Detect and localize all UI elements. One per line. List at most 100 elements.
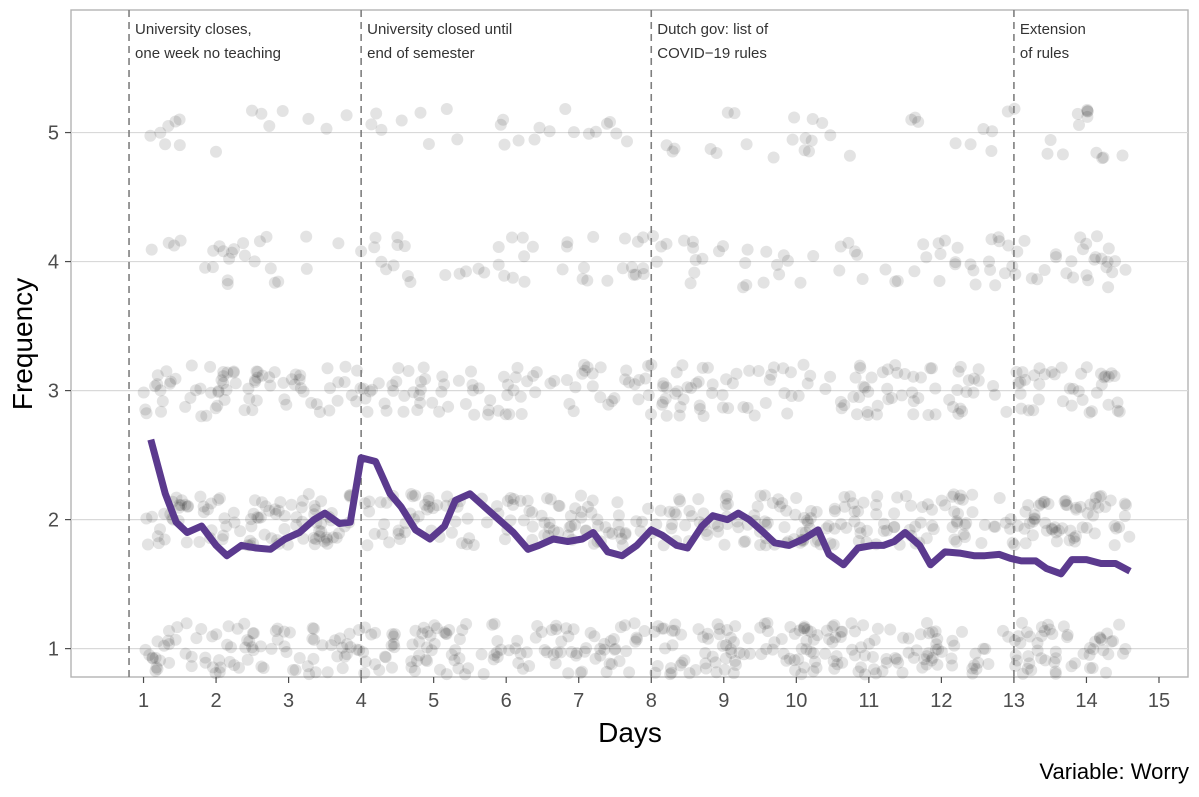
- data-point: [365, 118, 378, 131]
- data-point: [268, 276, 281, 289]
- data-point: [307, 532, 320, 544]
- data-point: [241, 634, 254, 647]
- data-point: [685, 382, 697, 394]
- data-point: [630, 515, 643, 528]
- data-point: [1049, 645, 1062, 658]
- data-point: [1089, 635, 1102, 648]
- data-point: [954, 360, 967, 373]
- data-point: [831, 658, 844, 671]
- data-point: [602, 398, 615, 411]
- data-point: [970, 663, 983, 675]
- data-point: [1014, 376, 1027, 389]
- data-point: [840, 521, 853, 534]
- data-point: [654, 504, 667, 517]
- data-point: [213, 240, 226, 253]
- data-point: [870, 667, 882, 680]
- data-point: [631, 235, 644, 248]
- data-point: [671, 385, 684, 398]
- data-point: [599, 521, 612, 534]
- data-point: [563, 521, 576, 534]
- data-point: [296, 494, 309, 507]
- data-point: [547, 524, 560, 537]
- data-point: [313, 524, 326, 537]
- data-point: [559, 103, 572, 115]
- data-point: [501, 389, 514, 402]
- data-point: [280, 646, 293, 658]
- data-point: [1049, 652, 1062, 665]
- data-point: [1076, 521, 1089, 534]
- x-tick-label: 3: [283, 690, 294, 712]
- data-point: [678, 234, 691, 247]
- data-point: [954, 489, 967, 502]
- data-point: [181, 500, 194, 513]
- data-point: [1050, 251, 1062, 264]
- data-point: [743, 364, 756, 377]
- data-point: [847, 390, 860, 403]
- data-point: [1068, 535, 1081, 548]
- data-point: [395, 114, 408, 127]
- data-point: [1123, 530, 1136, 543]
- data-point: [804, 369, 817, 382]
- data-point: [386, 661, 398, 674]
- data-point: [868, 663, 880, 676]
- data-point: [419, 498, 432, 511]
- data-point: [1113, 405, 1126, 418]
- data-point: [951, 384, 964, 396]
- data-point: [905, 499, 917, 512]
- data-point: [353, 624, 365, 636]
- data-point: [1090, 386, 1103, 399]
- data-point: [482, 404, 495, 417]
- data-point: [1085, 405, 1098, 418]
- data-point: [320, 122, 333, 135]
- data-point: [1064, 524, 1077, 537]
- data-point: [221, 274, 234, 287]
- data-point: [387, 637, 400, 650]
- data-point: [828, 505, 841, 518]
- data-point: [357, 646, 370, 659]
- data-point: [1040, 524, 1053, 537]
- data-point: [801, 623, 814, 636]
- data-point: [228, 516, 241, 529]
- data-point: [433, 405, 446, 418]
- data-point: [528, 133, 541, 146]
- data-point: [797, 358, 810, 371]
- data-point: [982, 658, 995, 670]
- data-point: [436, 370, 449, 383]
- data-point: [553, 500, 566, 512]
- data-point: [993, 235, 1006, 248]
- data-point: [728, 107, 741, 120]
- grid-lines: [71, 131, 1188, 650]
- data-point: [241, 653, 254, 666]
- data-point: [966, 667, 979, 680]
- data-point: [518, 250, 531, 263]
- data-point: [827, 655, 840, 668]
- data-point: [503, 644, 515, 657]
- data-point: [663, 505, 676, 518]
- data-point: [331, 650, 344, 663]
- data-point: [246, 104, 258, 117]
- data-point: [741, 243, 754, 256]
- data-point: [1012, 377, 1025, 390]
- data-point: [755, 648, 768, 661]
- data-point: [613, 525, 626, 538]
- data-point: [173, 499, 186, 511]
- data-point: [968, 659, 981, 672]
- data-point: [619, 232, 631, 245]
- data-point: [697, 631, 710, 644]
- data-point: [498, 370, 510, 383]
- data-point: [776, 497, 789, 510]
- data-point: [463, 532, 476, 545]
- data-point: [538, 516, 551, 529]
- data-point: [1002, 630, 1015, 643]
- data-point: [704, 143, 717, 155]
- data-point: [210, 145, 222, 158]
- data-point: [865, 371, 878, 384]
- data-point: [1084, 662, 1096, 674]
- data-point: [358, 667, 371, 680]
- data-point: [790, 492, 803, 504]
- data-point: [1095, 489, 1108, 502]
- data-point: [578, 645, 591, 658]
- data-point: [826, 636, 839, 649]
- data-point: [419, 653, 432, 666]
- data-point: [805, 134, 818, 147]
